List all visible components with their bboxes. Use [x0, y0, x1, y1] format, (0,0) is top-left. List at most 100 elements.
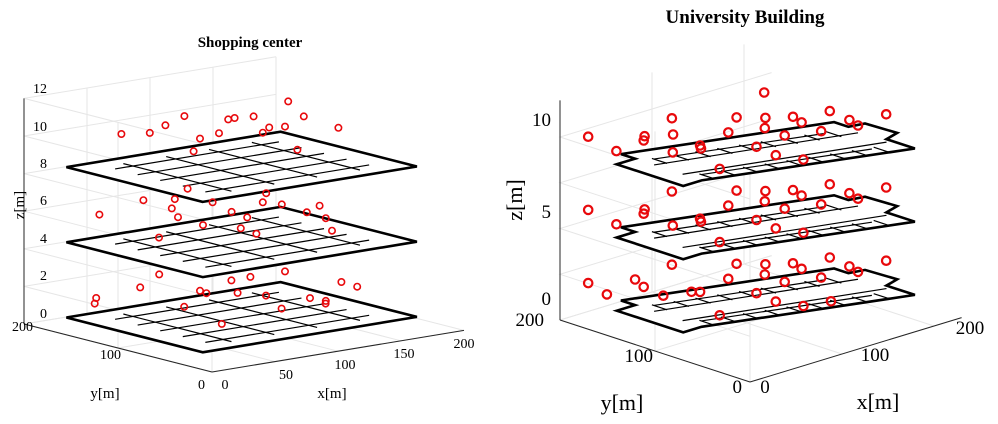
data-point	[770, 149, 782, 161]
floor-wall	[851, 296, 868, 303]
floor-wall	[115, 291, 279, 320]
data-point	[145, 128, 154, 137]
floor-wall	[695, 297, 711, 304]
floor-wall	[786, 160, 802, 167]
data-point	[315, 201, 324, 210]
data-point	[180, 112, 189, 121]
data-point	[796, 190, 807, 201]
data-point	[224, 115, 233, 124]
data-point	[353, 282, 362, 291]
shopping-center-plot: Shopping center 12 10 8 6 4 2 0 z[m] 200…	[12, 35, 475, 402]
floor-wall	[786, 233, 802, 240]
z-tick-6: 6	[40, 194, 47, 209]
data-point	[199, 221, 208, 230]
data-point	[694, 213, 706, 224]
floor-wall	[123, 238, 232, 267]
data-point	[139, 196, 148, 205]
floor-wall	[699, 173, 715, 180]
university-building-plot: University Building 10 5 0 z[m] 200 100 …	[502, 7, 984, 415]
floor-wall	[653, 279, 825, 307]
data-point	[880, 109, 892, 120]
floor-wall	[829, 299, 846, 306]
data-point	[252, 229, 261, 238]
floor-wall	[851, 223, 868, 230]
data-point	[657, 290, 669, 301]
data-point	[170, 195, 179, 204]
floor-wall	[699, 319, 715, 326]
x-axis-line	[749, 317, 962, 383]
data-point	[174, 213, 183, 222]
floor-wall	[205, 239, 370, 268]
x-tick-200: 200	[956, 318, 985, 339]
data-point	[280, 122, 289, 131]
floor-wall	[701, 294, 872, 322]
floor-wall	[205, 314, 370, 343]
floor-wall	[208, 148, 318, 178]
floor-wall	[160, 152, 325, 182]
data-point	[582, 131, 594, 142]
floor-wall	[804, 134, 820, 141]
data-point	[321, 296, 330, 305]
z-tick-2: 2	[40, 269, 47, 284]
z-tick-10: 10	[33, 120, 47, 135]
x-tick-0: 0	[222, 378, 229, 393]
floor-wall	[825, 277, 842, 284]
university-building-floors	[612, 120, 916, 334]
floor-plan	[66, 280, 418, 354]
data-point	[722, 127, 734, 138]
floor-outline	[612, 193, 916, 261]
shopping-center-title: Shopping center	[198, 35, 303, 51]
data-point	[321, 299, 330, 308]
floor-wall	[208, 224, 318, 253]
y-tick-0: 0	[733, 377, 743, 398]
x-tick-100: 100	[861, 345, 890, 366]
data-point	[751, 141, 762, 153]
x-axis-line	[211, 329, 465, 373]
university-building-x-label: x[m]	[857, 389, 900, 414]
floor-wall	[873, 293, 890, 300]
data-point	[639, 204, 650, 215]
data-point	[302, 208, 311, 217]
shopping-center-floors	[66, 130, 418, 354]
floor-wall	[764, 163, 781, 170]
floor-wall	[829, 226, 846, 233]
data-point	[798, 227, 809, 239]
floor-wall	[653, 206, 825, 233]
data-point	[334, 123, 343, 132]
data-point	[258, 128, 267, 137]
floor-wall	[786, 306, 802, 313]
data-point	[824, 252, 836, 263]
floor-wall	[182, 308, 347, 338]
z-tick-12: 12	[33, 82, 47, 97]
floor-outline	[612, 120, 916, 188]
floor-wall	[764, 236, 781, 243]
data-point	[161, 121, 170, 130]
data-point	[731, 185, 742, 196]
data-point	[284, 97, 293, 106]
data-point	[611, 219, 622, 230]
data-point	[779, 130, 790, 141]
data-point	[293, 145, 302, 154]
floor-wall	[653, 132, 825, 160]
floor-wall	[717, 294, 733, 301]
data-point	[731, 258, 742, 270]
university-building-points	[582, 87, 892, 321]
data-point	[796, 117, 807, 128]
data-point	[714, 236, 725, 248]
data-point	[249, 112, 258, 121]
data-point	[136, 283, 145, 292]
data-point	[694, 286, 706, 298]
data-point	[760, 258, 771, 270]
data-point	[183, 184, 192, 193]
floor-wall	[851, 150, 868, 157]
data-point	[694, 140, 706, 151]
floor-wall	[651, 304, 668, 311]
floor-wall	[137, 222, 302, 251]
data-point	[217, 319, 226, 328]
data-point	[243, 213, 252, 222]
data-point	[731, 112, 742, 123]
floor-wall	[760, 287, 777, 294]
data-point	[167, 204, 176, 213]
data-point	[787, 257, 799, 269]
data-point	[601, 289, 613, 300]
